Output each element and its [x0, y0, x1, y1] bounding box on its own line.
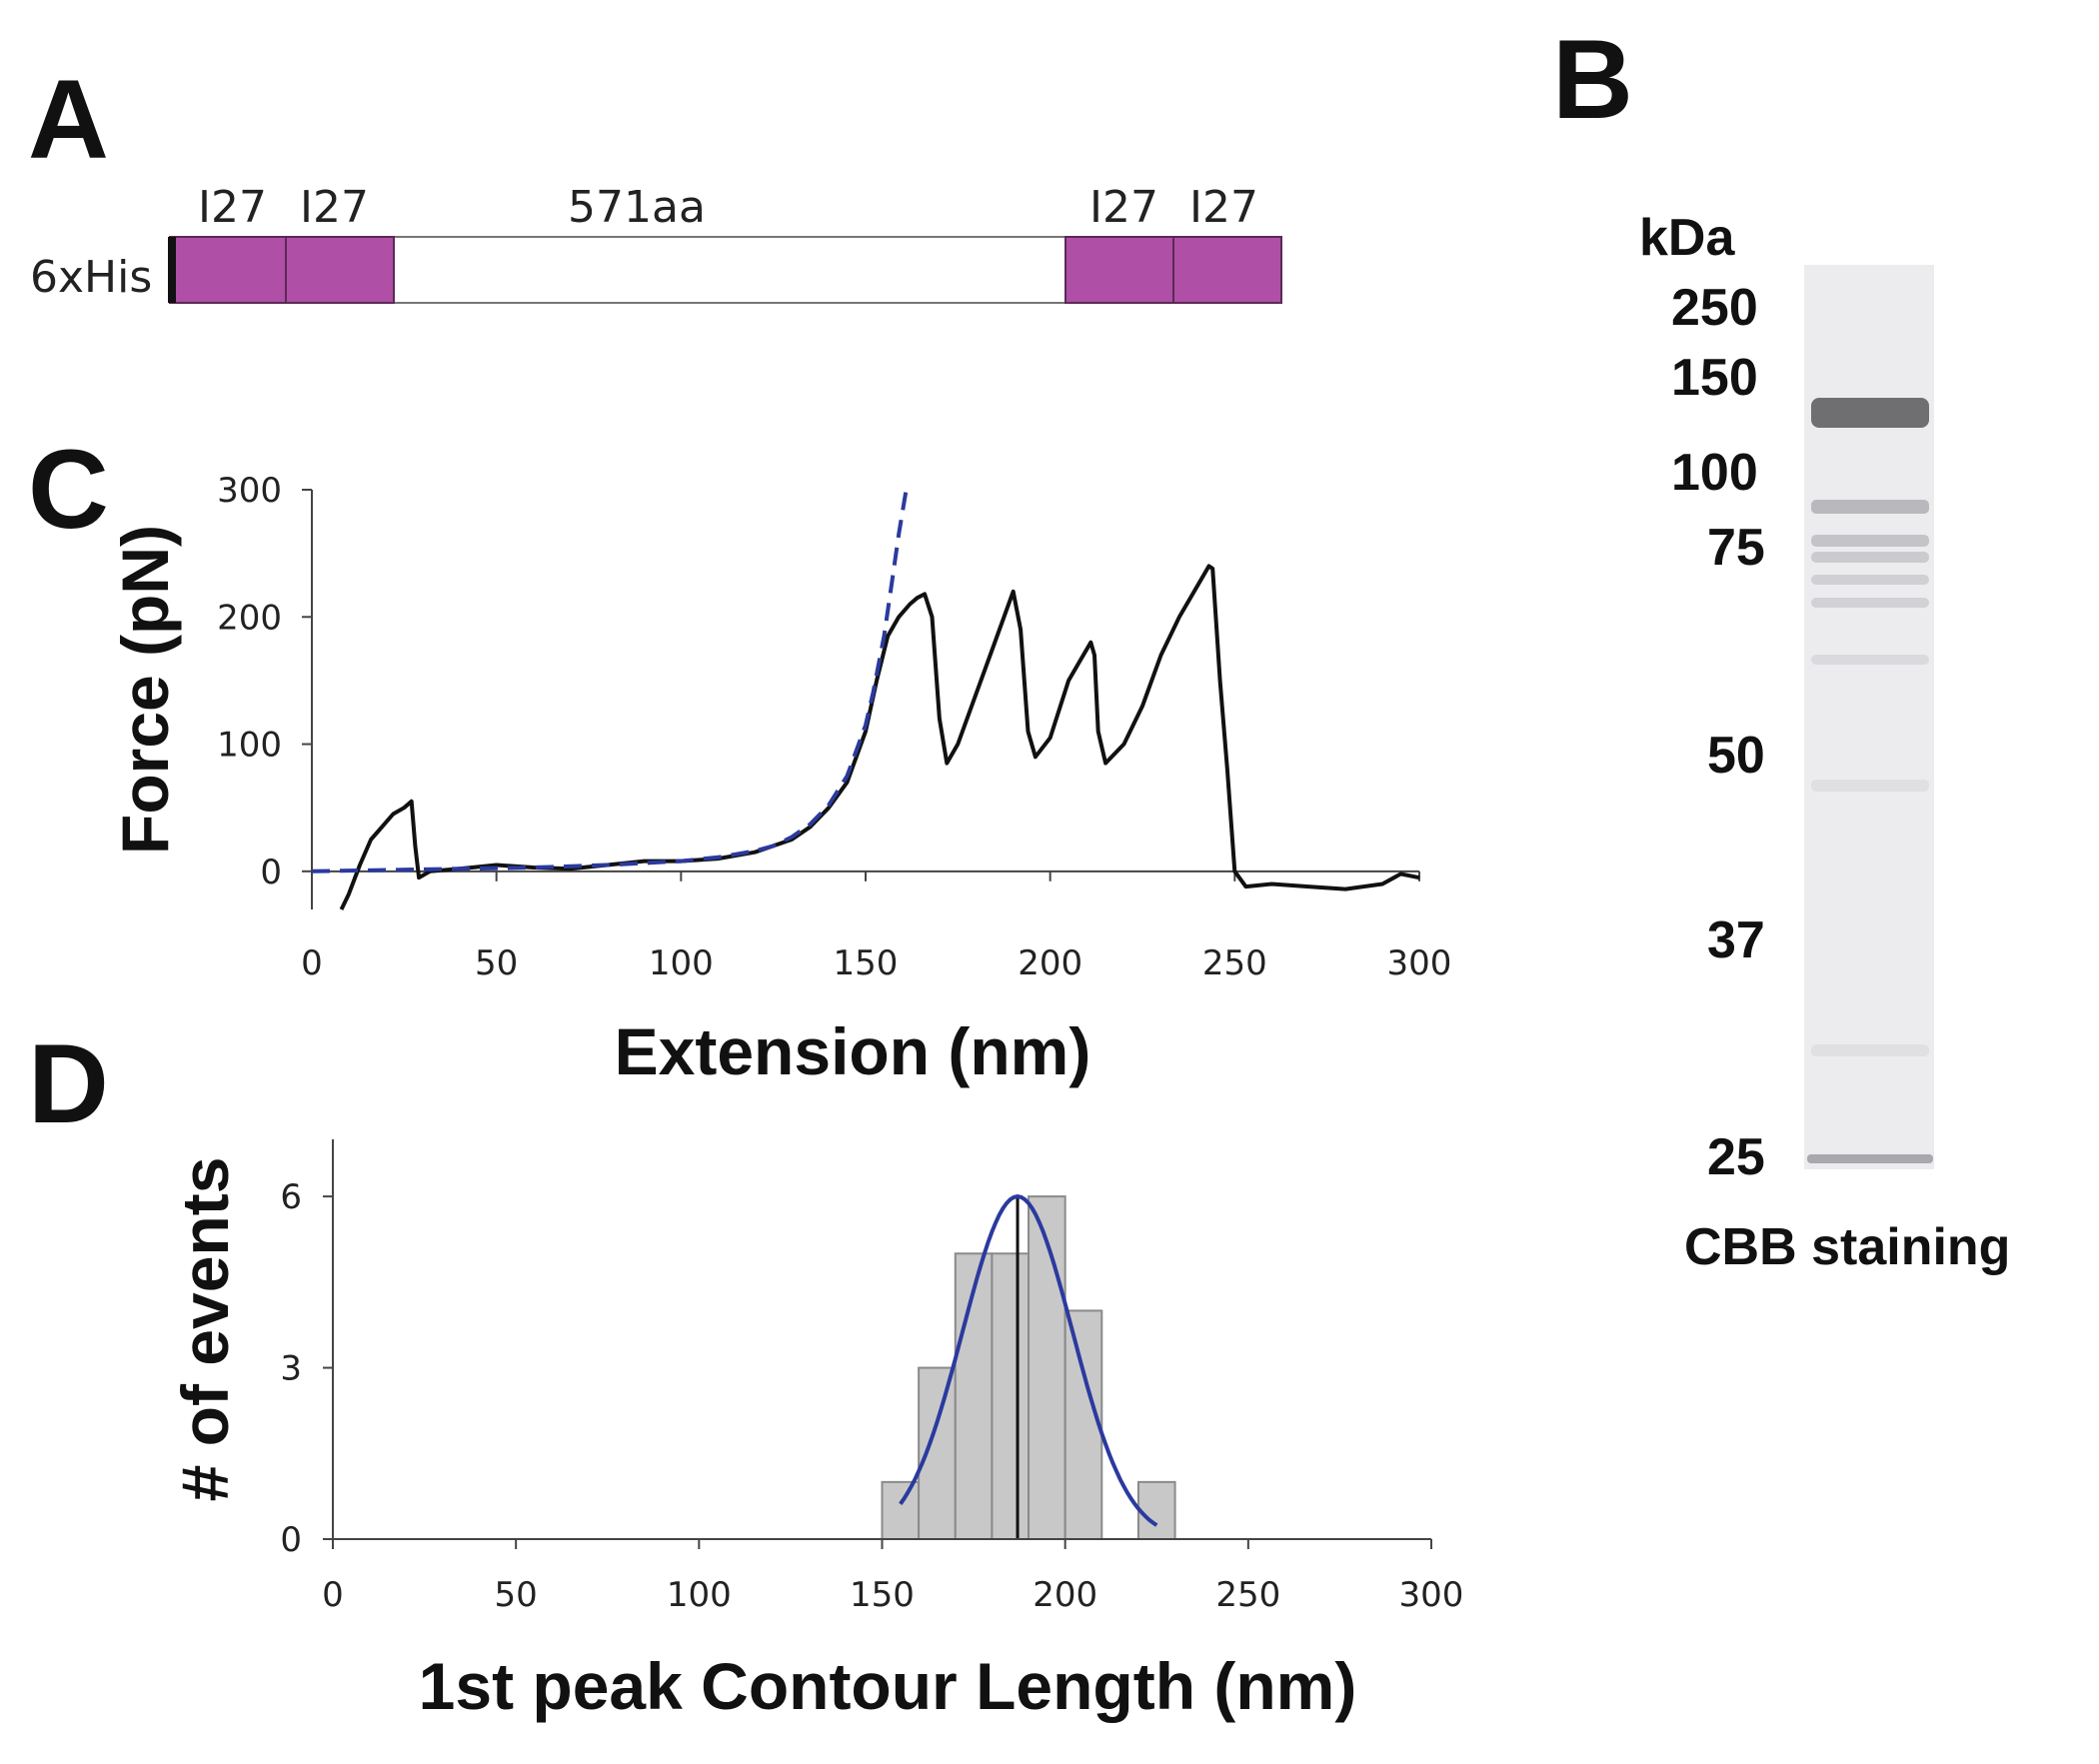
force-chart-x-tick-label: 200 [1018, 943, 1082, 983]
force-chart-x-tick-label: 0 [301, 943, 323, 983]
gel-band-2 [1811, 500, 1929, 514]
histogram-y-tick-label: 6 [280, 1177, 302, 1217]
force-chart-x-tick-label: 100 [649, 943, 714, 983]
histogram-x-tick-label: 250 [1215, 1575, 1280, 1615]
gel-marker-25: 25 [1707, 1128, 1765, 1186]
histogram-fit [899, 1194, 1158, 1539]
gel-caption: CBB staining [1684, 1218, 2010, 1276]
construct-diagram: 6xHis I27 I27 571aa I27 I27 [30, 182, 1282, 304]
i27-domain-4 [1172, 236, 1282, 304]
domain-label-linker: 571aa [568, 182, 706, 233]
force-chart-x-tick-label: 50 [475, 943, 518, 983]
gel-marker-37: 37 [1707, 911, 1765, 969]
force-chart-series [311, 489, 1420, 910]
gaussian-fit-curve [899, 1194, 1158, 1527]
histogram-bar [881, 1480, 921, 1541]
i27-domain-1 [169, 236, 287, 304]
histogram-x-title: 1st peak Contour Length (nm) [419, 1649, 1357, 1723]
force-chart-x-tick-label: 250 [1202, 943, 1267, 983]
domain-label-i27-2: I27 [300, 182, 369, 233]
gel-marker-150: 150 [1671, 349, 1758, 407]
gel-band-5 [1811, 575, 1929, 585]
histogram-y-title: # of events [168, 1157, 242, 1502]
histogram-y-tick-label: 0 [280, 1520, 302, 1560]
force-chart-y-tick-label: 100 [217, 726, 282, 766]
histogram-bar [1063, 1309, 1103, 1541]
histogram-x-tick-label: 100 [667, 1575, 732, 1615]
histogram-y-tick-label: 3 [280, 1349, 302, 1389]
force-chart-y-tick-label: 200 [217, 598, 282, 638]
his-tag-mark [168, 237, 176, 303]
domain-label-i27-3: I27 [1089, 182, 1158, 233]
histogram-x-tick-label: 150 [850, 1575, 915, 1615]
force-chart-y-tick-label: 0 [260, 853, 282, 892]
wlc-fit-line [311, 489, 909, 874]
gel-unit-label: kDa [1639, 209, 1735, 267]
gel-band-main [1811, 398, 1929, 428]
gel-marker-100: 100 [1671, 444, 1758, 502]
histogram-bars [881, 1195, 1176, 1541]
domain-label-i27-4: I27 [1189, 182, 1258, 233]
panel-label-d: D [28, 1021, 109, 1146]
gel-band-9 [1811, 1044, 1929, 1056]
histogram-x-tick-label: 50 [495, 1575, 538, 1615]
force-extension-chart: 0 50 100 150 200 250 300 0 100 200 300 Extension (… [108, 471, 1451, 1088]
panel-label-c: C [28, 427, 109, 552]
histogram-x-tick-label: 0 [322, 1575, 344, 1615]
tag-label: 6xHis [30, 252, 152, 303]
gel-marker-75: 75 [1707, 519, 1765, 577]
histogram-bar [991, 1252, 1031, 1541]
force-chart-x-tick-label: 150 [834, 943, 899, 983]
panel-label-b: B [1552, 17, 1633, 142]
histogram-x-tick-label: 300 [1399, 1575, 1464, 1615]
gel-marker-50: 50 [1707, 727, 1765, 785]
gel-band-8 [1811, 780, 1929, 792]
contour-length-histogram: 0 50 100 150 200 250 300 0 3 6 1st peak Contour L… [168, 1139, 1463, 1723]
force-chart-x-tick-label: 300 [1387, 943, 1452, 983]
force-chart-x-title: Extension (nm) [615, 1014, 1091, 1088]
gel-band-25 [1807, 1154, 1933, 1163]
domain-label-i27-1: I27 [198, 182, 267, 233]
i27-domain-3 [1064, 236, 1174, 304]
gel-band-4 [1811, 552, 1929, 563]
panel-label-a: A [28, 57, 109, 182]
histogram-ticks: 0 50 100 150 200 250 300 0 3 6 [280, 1139, 1463, 1615]
force-chart-ticks: 0 50 100 150 200 250 300 0 100 200 300 [217, 471, 1451, 983]
force-trace-line [339, 564, 1420, 910]
gel-marker-250: 250 [1671, 279, 1758, 337]
gel-band-6 [1811, 598, 1929, 608]
i27-domain-2 [285, 236, 395, 304]
gel-band-7 [1811, 655, 1929, 665]
histogram-x-tick-label: 200 [1033, 1575, 1097, 1615]
force-chart-y-title: Force (pN) [108, 525, 182, 855]
gel-band-3 [1811, 535, 1929, 547]
gel-panel: kDa 250 150 100 75 50 37 25 CBB staining [1639, 209, 2010, 1276]
histogram-bar [1136, 1480, 1176, 1541]
force-chart-y-tick-label: 300 [217, 471, 282, 511]
